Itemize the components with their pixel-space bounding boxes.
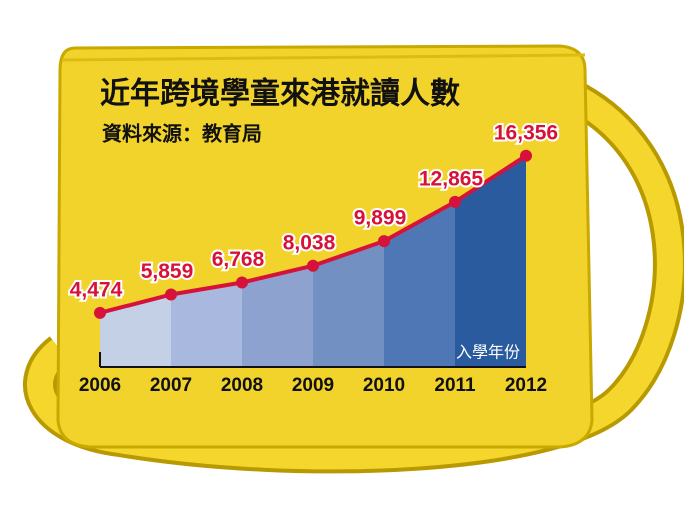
- point: [236, 276, 248, 289]
- x-tick-label: 2008: [221, 375, 263, 396]
- x-tick-label: 2009: [292, 375, 334, 396]
- point: [94, 306, 106, 319]
- bag-seam: [61, 53, 586, 62]
- x-tick-label: 2012: [505, 375, 547, 396]
- value-label: 12,865: [419, 167, 484, 190]
- area-band: [171, 282, 242, 367]
- chart-title: 近年跨境學童來港就讀人數: [100, 77, 460, 112]
- point: [520, 149, 532, 162]
- area-band: [100, 294, 171, 367]
- x-axis-label: 入學年份: [456, 343, 520, 362]
- value-label: 9,899: [354, 207, 407, 230]
- x-tick-label: 2007: [150, 375, 192, 396]
- x-tick-label: 2011: [434, 375, 476, 396]
- value-label: 8,038: [283, 231, 336, 254]
- area-band: [455, 155, 526, 367]
- area-band: [313, 241, 384, 367]
- value-label: 5,859: [141, 260, 194, 283]
- value-label: 4,474: [70, 278, 123, 301]
- point: [378, 235, 390, 248]
- x-tick-label: 2006: [79, 375, 121, 396]
- area-band: [384, 201, 455, 367]
- area-band: [242, 265, 313, 367]
- point: [165, 288, 177, 301]
- value-label: 6,768: [212, 248, 265, 271]
- chart-subtitle: 資料來源：教育局: [102, 122, 262, 146]
- point: [449, 195, 461, 208]
- value-label: 16,356: [494, 121, 558, 144]
- x-tick-label: 2010: [363, 375, 405, 396]
- point: [307, 259, 319, 272]
